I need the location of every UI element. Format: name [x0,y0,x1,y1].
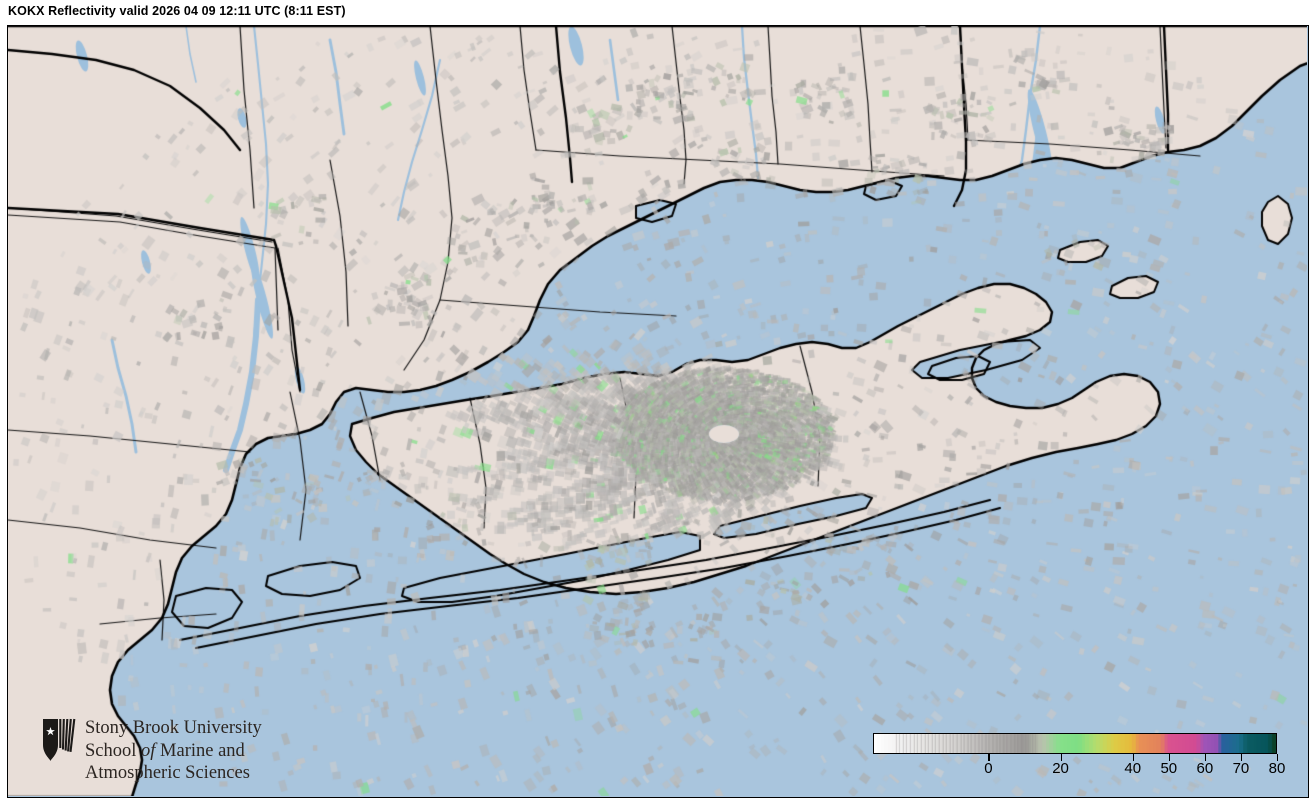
colorbar-tick-labels: 0 20 40 50 60 70 80 [866,760,1286,784]
radar-map-canvas[interactable] [8,26,1307,796]
sbu-line-1: Stony Brook University [85,718,262,738]
colorbar-tick [988,754,990,761]
colorbar-tick [1168,754,1171,761]
page-title: KOKX Reflectivity valid 2026 04 09 12:11… [8,4,346,18]
colorbar-tick [1204,754,1207,761]
colorbar-tick-label: 80 [1268,760,1286,777]
colorbar-tick-label: 60 [1196,760,1214,777]
sbu-line-2: School of Marine and [85,740,262,763]
shield-icon [43,718,76,761]
colorbar-tick [1060,754,1062,761]
sbu-line-2-em: of [141,740,156,761]
sbu-logo-text: Stony Brook University School of Marine … [85,716,262,785]
colorbar-tick-label: 50 [1160,760,1178,777]
colorbar-tick [1240,754,1243,761]
colorbar-tick [1132,754,1135,761]
colorbar-tick-label: 40 [1124,760,1142,777]
colorbar-tick-label: 70 [1232,760,1250,777]
sbu-logo: Stony Brook University School of Marine … [42,716,312,796]
colorbar-tick [1277,754,1279,761]
colorbar-tick-label: 0 [984,760,993,777]
sbu-line-2-post: Marine and [155,740,245,761]
colorbar-ticks [866,754,1284,766]
colorbar-gradient [873,733,1277,754]
sbu-line-2-pre: School [85,740,142,761]
reflectivity-colorbar: 0 20 40 50 60 70 80 [866,728,1285,790]
colorbar-tick-label: 20 [1052,760,1069,777]
sbu-line-3: Atmospheric Sciences [85,763,250,783]
map-frame[interactable] [7,25,1309,798]
